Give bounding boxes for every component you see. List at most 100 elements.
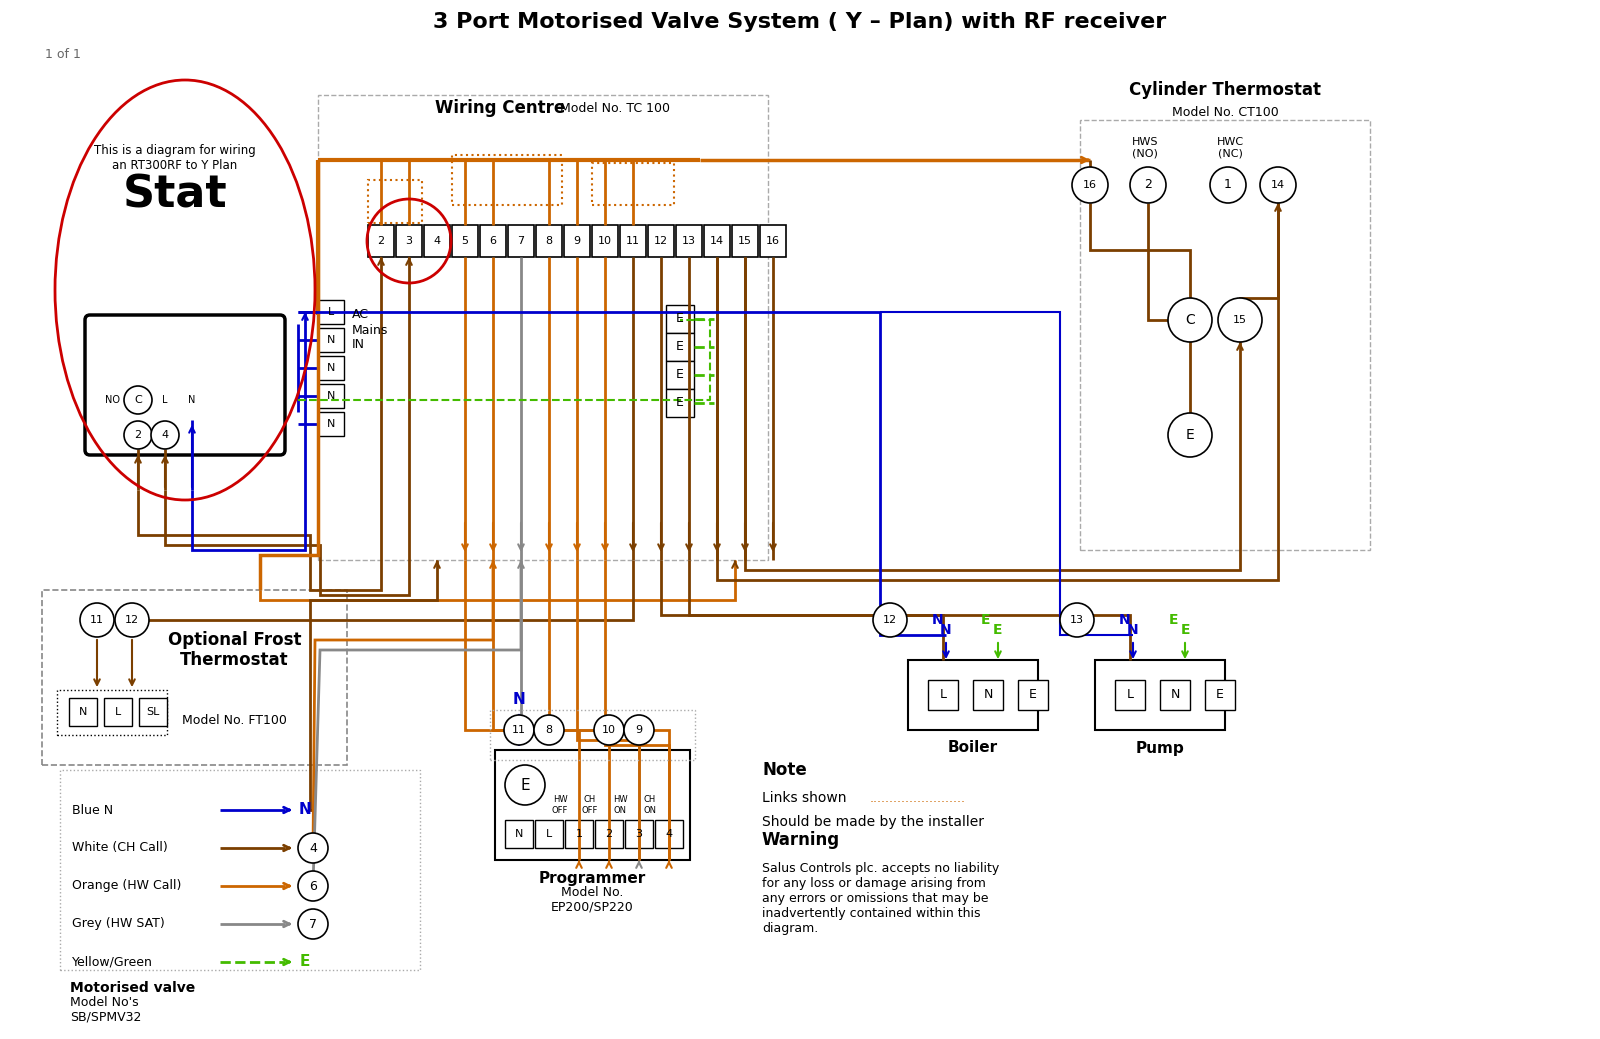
Text: 11: 11 [90, 615, 104, 625]
Text: N: N [515, 829, 523, 840]
Bar [563, 225, 590, 257]
Text: 4: 4 [309, 842, 317, 854]
Bar [654, 820, 683, 848]
Text: N: N [1126, 623, 1139, 637]
Text: 14: 14 [710, 236, 725, 246]
Text: Yellow/Green: Yellow/Green [72, 956, 154, 968]
Text: 9: 9 [635, 725, 643, 735]
Text: L: L [115, 707, 122, 717]
Text: Pump: Pump [1136, 741, 1184, 755]
Text: 12: 12 [654, 236, 669, 246]
Text: 13: 13 [1070, 615, 1085, 625]
Bar [480, 225, 506, 257]
Text: AC
Mains
IN: AC Mains IN [352, 309, 389, 351]
Bar [58, 690, 166, 735]
Bar [648, 225, 674, 257]
Text: E: E [677, 341, 683, 353]
Circle shape [506, 765, 546, 805]
Bar [318, 412, 344, 436]
Bar [733, 225, 758, 257]
Bar [666, 389, 694, 417]
Text: N: N [984, 689, 992, 701]
Text: Optional Frost
Thermostat: Optional Frost Thermostat [168, 631, 301, 669]
Text: E: E [677, 397, 683, 409]
Circle shape [125, 387, 152, 414]
Text: E: E [677, 369, 683, 381]
Bar [621, 225, 646, 257]
Text: 10: 10 [602, 725, 616, 735]
Circle shape [1072, 167, 1107, 203]
Bar [318, 384, 344, 408]
Bar [99, 390, 125, 410]
Bar [42, 590, 347, 765]
Text: 8: 8 [546, 725, 552, 735]
Circle shape [1168, 298, 1213, 342]
Text: Note: Note [762, 761, 806, 779]
Text: 6: 6 [490, 236, 496, 246]
Bar [666, 361, 694, 389]
Text: CH
OFF: CH OFF [582, 795, 598, 815]
Text: E: E [1181, 623, 1190, 637]
Text: 7: 7 [309, 917, 317, 931]
Text: E: E [1029, 689, 1037, 701]
Text: L: L [546, 829, 552, 840]
Bar [1094, 660, 1226, 730]
Text: N: N [326, 363, 334, 373]
Text: 7: 7 [517, 236, 525, 246]
Text: 3 Port Motorised Valve System ( Y – Plan) with RF receiver: 3 Port Motorised Valve System ( Y – Plan… [434, 12, 1166, 32]
Circle shape [1210, 167, 1246, 203]
Text: N: N [1170, 689, 1179, 701]
Text: 5: 5 [461, 236, 469, 246]
Text: C: C [1186, 313, 1195, 327]
Bar [666, 305, 694, 334]
Circle shape [624, 715, 654, 745]
Text: Model No. FT100: Model No. FT100 [182, 714, 286, 726]
Text: Model No. CT100: Model No. CT100 [1171, 106, 1278, 118]
Bar [595, 820, 622, 848]
Bar [973, 680, 1003, 710]
Text: 2: 2 [134, 430, 141, 439]
Bar [424, 225, 450, 257]
Bar [61, 770, 419, 970]
Text: HWS
(NO): HWS (NO) [1131, 137, 1158, 159]
Text: Warning: Warning [762, 831, 840, 849]
Text: L: L [1126, 689, 1133, 701]
Text: HWC
(NC): HWC (NC) [1216, 137, 1243, 159]
Text: 1: 1 [1224, 179, 1232, 191]
Bar [318, 300, 344, 324]
Text: 11: 11 [626, 236, 640, 246]
Text: 16: 16 [766, 236, 781, 246]
Bar [565, 820, 594, 848]
Circle shape [534, 715, 563, 745]
Circle shape [504, 715, 534, 745]
Text: N: N [326, 419, 334, 429]
Text: Boiler: Boiler [947, 741, 998, 755]
Circle shape [1261, 167, 1296, 203]
Bar [1018, 680, 1048, 710]
Text: E: E [1186, 428, 1194, 442]
Text: 2: 2 [1144, 179, 1152, 191]
Text: 9: 9 [573, 236, 581, 246]
Text: E: E [1168, 613, 1178, 627]
Text: 4: 4 [434, 236, 440, 246]
Text: Grey (HW SAT): Grey (HW SAT) [72, 917, 165, 931]
Bar [534, 820, 563, 848]
Circle shape [1059, 603, 1094, 637]
Text: 2: 2 [378, 236, 384, 246]
Text: 4: 4 [666, 829, 672, 840]
Text: 1 of 1: 1 of 1 [45, 49, 82, 61]
Text: 3: 3 [635, 829, 643, 840]
Circle shape [1130, 167, 1166, 203]
Text: N: N [1118, 613, 1131, 627]
Bar [453, 225, 478, 257]
Bar [104, 698, 131, 726]
Text: 10: 10 [598, 236, 611, 246]
Bar [1160, 680, 1190, 710]
Text: 14: 14 [1270, 180, 1285, 190]
Text: Should be made by the installer: Should be made by the installer [762, 815, 984, 829]
Text: N: N [941, 623, 952, 637]
Text: Links shown: Links shown [762, 791, 851, 805]
Text: N: N [326, 335, 334, 345]
Text: 15: 15 [1234, 315, 1246, 325]
Text: C: C [134, 395, 142, 405]
